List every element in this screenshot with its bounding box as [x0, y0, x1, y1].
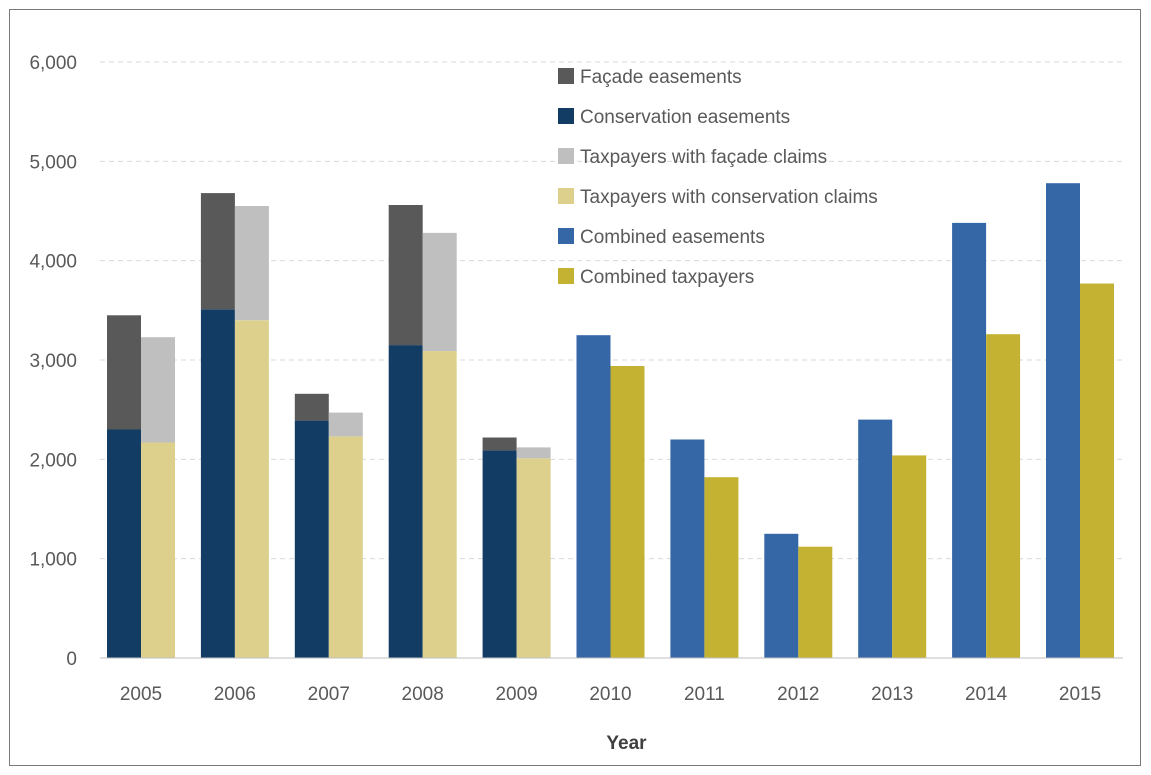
x-axis-ticks: 2005 2006 2007 2008 2009 2010 2011 2012 2013 2014… — [120, 684, 1101, 705]
legend-label-0: Façade easements — [580, 67, 742, 88]
legend-label-3: Taxpayers with conservation claims — [580, 187, 878, 208]
bar-taxpayers-with-fa-ade-claims-2007 — [328, 412, 363, 437]
x-tick-label: 2007 — [308, 684, 350, 705]
bar-taxpayers-with-conservation-claims-2005 — [141, 442, 175, 658]
legend-swatch-5 — [558, 268, 574, 284]
bar-combined-taxpayers-2012 — [798, 546, 833, 658]
bars — [107, 183, 1114, 658]
bar-taxpayers-with-conservation-claims-2009 — [516, 458, 551, 658]
legend: Façade easements Conservation easements Ta… — [558, 67, 878, 288]
y-tick-label: 3,000 — [29, 351, 77, 372]
bar-conservation-easements-2009 — [482, 450, 517, 658]
bar-combined-taxpayers-2014 — [986, 334, 1021, 658]
chart-frame: 0 1,000 2,000 3,000 4,000 5,000 6,000 2005 2006… — [9, 9, 1141, 766]
bar-fa-ade-easements-2005 — [107, 315, 141, 430]
bar-taxpayers-with-conservation-claims-2006 — [234, 320, 269, 658]
y-tick-label: 6,000 — [29, 53, 77, 74]
legend-label-4: Combined easements — [580, 227, 765, 248]
bar-conservation-easements-2008 — [388, 345, 423, 658]
bar-combined-easements-2015 — [1046, 183, 1080, 658]
bar-combined-taxpayers-2011 — [704, 477, 739, 658]
y-tick-label: 5,000 — [29, 152, 77, 173]
x-tick-label: 2013 — [871, 684, 913, 705]
legend-swatch-2 — [558, 148, 574, 164]
y-axis-ticks: 0 1,000 2,000 3,000 4,000 5,000 6,000 — [29, 53, 77, 670]
legend-swatch-1 — [558, 108, 574, 124]
x-tick-label: 2010 — [589, 684, 631, 705]
x-tick-label: 2005 — [120, 684, 162, 705]
legend-label-1: Conservation easements — [580, 107, 790, 128]
y-tick-label: 0 — [66, 649, 77, 670]
bar-combined-easements-2010 — [576, 335, 611, 658]
x-tick-label: 2012 — [777, 684, 819, 705]
x-tick-label: 2014 — [965, 684, 1008, 705]
bar-taxpayers-with-fa-ade-claims-2006 — [234, 206, 269, 321]
bar-taxpayers-with-conservation-claims-2007 — [328, 436, 363, 658]
x-tick-label: 2006 — [214, 684, 256, 705]
x-tick-label: 2011 — [684, 684, 725, 705]
bar-taxpayers-with-conservation-claims-2008 — [422, 351, 457, 658]
legend-swatch-4 — [558, 228, 574, 244]
bar-taxpayers-with-fa-ade-claims-2009 — [516, 447, 551, 459]
bar-combined-easements-2013 — [858, 419, 893, 658]
bar-combined-easements-2011 — [670, 439, 705, 658]
x-tick-label: 2009 — [495, 684, 537, 705]
bar-conservation-easements-2005 — [107, 429, 141, 658]
bar-combined-easements-2014 — [952, 222, 987, 658]
x-tick-label: 2008 — [402, 684, 444, 705]
bar-conservation-easements-2006 — [200, 309, 235, 658]
legend-swatch-0 — [558, 68, 574, 84]
bar-combined-taxpayers-2013 — [892, 455, 927, 658]
x-axis-label: Year — [606, 733, 647, 754]
bar-combined-easements-2012 — [764, 533, 799, 658]
bar-fa-ade-easements-2006 — [200, 193, 235, 310]
y-tick-label: 4,000 — [29, 252, 77, 273]
bar-fa-ade-easements-2007 — [294, 393, 329, 421]
legend-label-5: Combined taxpayers — [580, 267, 754, 288]
bar-combined-taxpayers-2010 — [610, 366, 645, 658]
bar-chart: 0 1,000 2,000 3,000 4,000 5,000 6,000 2005 2006… — [29, 53, 1123, 754]
bar-conservation-easements-2007 — [294, 420, 329, 658]
bar-taxpayers-with-fa-ade-claims-2005 — [141, 337, 175, 443]
bar-fa-ade-easements-2009 — [482, 437, 517, 451]
y-tick-label: 2,000 — [29, 450, 77, 471]
legend-label-2: Taxpayers with façade claims — [580, 147, 827, 168]
bar-fa-ade-easements-2008 — [388, 205, 423, 346]
legend-swatch-3 — [558, 188, 574, 204]
bar-taxpayers-with-fa-ade-claims-2008 — [422, 232, 457, 352]
bar-combined-taxpayers-2015 — [1080, 283, 1114, 658]
y-tick-label: 1,000 — [29, 550, 77, 571]
x-tick-label: 2015 — [1059, 684, 1101, 705]
